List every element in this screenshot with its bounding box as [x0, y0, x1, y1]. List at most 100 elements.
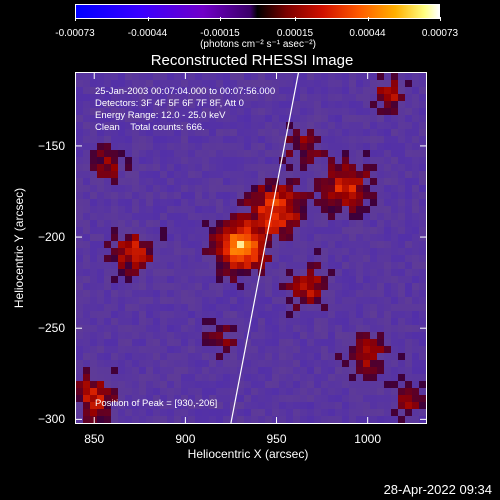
heatmap-cell	[195, 416, 203, 423]
heatmap-cell	[181, 178, 189, 186]
heatmap-cell	[258, 325, 266, 333]
heatmap-cell	[363, 297, 371, 305]
heatmap-cell	[335, 353, 343, 361]
heatmap-cell	[419, 332, 426, 340]
heatmap-cell	[181, 122, 189, 130]
heatmap-cell	[118, 227, 126, 235]
info-energy: Energy Range: 12.0 - 25.0 keV	[95, 110, 226, 121]
heatmap-cell	[237, 346, 245, 354]
heatmap-cell	[321, 164, 329, 172]
heatmap-cell	[258, 304, 266, 312]
heatmap-cell	[223, 339, 231, 347]
heatmap-cell	[300, 122, 308, 130]
heatmap-cell	[104, 255, 112, 263]
heatmap-cell	[118, 199, 126, 207]
heatmap-cell	[405, 115, 413, 123]
heatmap-cell	[405, 290, 413, 298]
heatmap-cell	[216, 115, 224, 123]
heatmap-cell	[419, 311, 426, 319]
heatmap-cell	[293, 269, 301, 277]
heatmap-cell	[104, 381, 112, 389]
heatmap-cell	[97, 311, 105, 319]
heatmap-cell	[314, 241, 322, 249]
heatmap-cell	[90, 388, 98, 396]
heatmap-cell	[412, 381, 420, 389]
heatmap-cell	[104, 185, 112, 193]
heatmap-cell	[314, 248, 322, 256]
heatmap-cell	[300, 136, 308, 144]
heatmap-cell	[293, 248, 301, 256]
heatmap-cell	[314, 290, 322, 298]
heatmap-cell	[188, 150, 196, 158]
heatmap-cell	[153, 262, 161, 270]
heatmap-cell	[104, 94, 112, 102]
heatmap-cell	[377, 185, 385, 193]
heatmap-cell	[181, 388, 189, 396]
heatmap-cell	[153, 157, 161, 165]
heatmap-cell	[251, 409, 259, 417]
heatmap-cell	[237, 360, 245, 368]
heatmap-cell	[251, 304, 259, 312]
heatmap-cell	[132, 115, 140, 123]
heatmap-cell	[118, 325, 126, 333]
heatmap-cell	[328, 367, 336, 375]
heatmap-cell	[237, 332, 245, 340]
heatmap-cell	[223, 262, 231, 270]
heatmap-cell	[125, 199, 133, 207]
heatmap-cell	[97, 73, 105, 81]
heatmap-cell	[272, 150, 280, 158]
heatmap-cell	[118, 234, 126, 242]
heatmap-cell	[342, 416, 350, 423]
heatmap-cell	[188, 206, 196, 214]
heatmap-cell	[167, 136, 175, 144]
heatmap-cell	[202, 178, 210, 186]
heatmap-cell	[391, 199, 399, 207]
heatmap-cell	[216, 234, 224, 242]
heatmap-cell	[195, 122, 203, 130]
heatmap-cell	[139, 73, 147, 81]
heatmap-cell	[405, 325, 413, 333]
heatmap-cell	[419, 374, 426, 382]
heatmap-cell	[349, 381, 357, 389]
colorbar-tick-label: 0.00044	[349, 28, 386, 39]
heatmap-cell	[293, 164, 301, 172]
heatmap-cell	[202, 255, 210, 263]
heatmap-cell	[307, 157, 315, 165]
heatmap-cell	[223, 185, 231, 193]
heatmap-cell	[132, 73, 140, 81]
heatmap-cell	[209, 108, 217, 116]
heatmap-cell	[321, 283, 329, 291]
heatmap-cell	[370, 297, 378, 305]
heatmap-cell	[111, 367, 119, 375]
heatmap-cell	[230, 255, 238, 263]
heatmap-cell	[251, 234, 259, 242]
heatmap-cell	[251, 227, 259, 235]
heatmap-cell	[76, 269, 84, 277]
heatmap-cell	[307, 171, 315, 179]
heatmap-cell	[328, 339, 336, 347]
heatmap-cell	[391, 178, 399, 186]
heatmap-cell	[90, 269, 98, 277]
heatmap-cell	[223, 206, 231, 214]
heatmap-cell	[363, 276, 371, 284]
heatmap-cell	[300, 108, 308, 116]
heatmap-cell	[335, 171, 343, 179]
heatmap-cell	[132, 325, 140, 333]
heatmap-cell	[258, 171, 266, 179]
heatmap-cell	[139, 143, 147, 151]
heatmap-cell	[286, 416, 294, 423]
heatmap-cell	[251, 262, 259, 270]
heatmap-cell	[335, 143, 343, 151]
heatmap-cell	[160, 73, 168, 81]
heatmap-cell	[97, 353, 105, 361]
heatmap-cell	[419, 171, 426, 179]
heatmap-cell	[314, 311, 322, 319]
heatmap-cell	[223, 87, 231, 95]
heatmap-cell	[314, 206, 322, 214]
heatmap-cell	[314, 185, 322, 193]
heatmap-cell	[160, 220, 168, 228]
heatmap-cell	[139, 192, 147, 200]
heatmap-cell	[118, 381, 126, 389]
heatmap-cell	[258, 80, 266, 88]
heatmap-cell	[244, 115, 252, 123]
